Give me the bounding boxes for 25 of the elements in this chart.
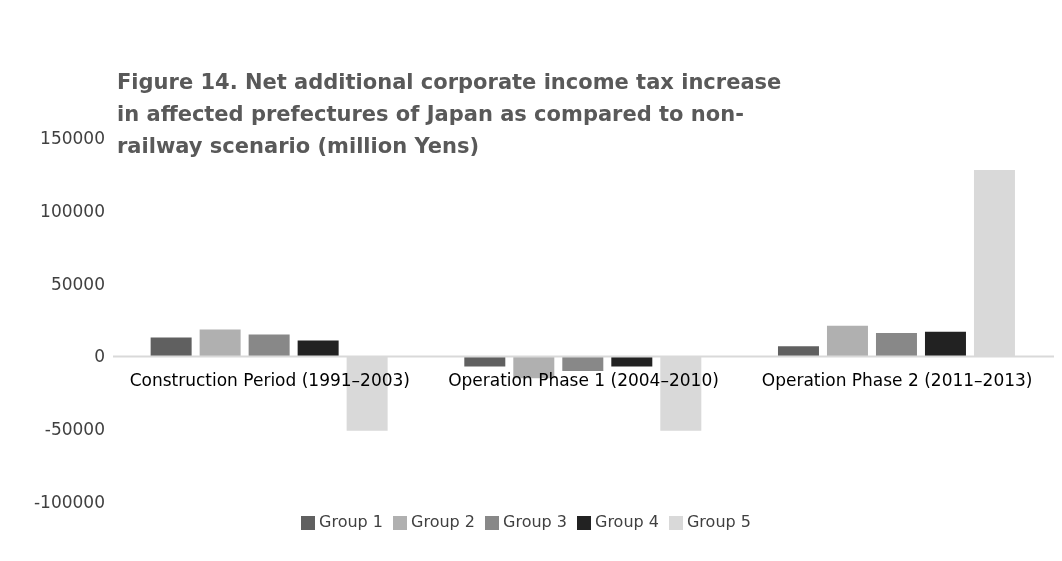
bar [464,356,506,367]
y-tick-label: -100000 [33,492,105,513]
y-tick-label: 150000 [40,128,105,149]
x-tick-label: Operation Phase 2 (2011–2013) [761,370,1033,391]
bar [199,329,241,357]
y-tick-label: 100000 [40,200,105,221]
legend-label: Group 1 [319,512,384,531]
bar [297,340,339,357]
y-tick-label: 0 [94,346,105,367]
x-tick-label: Construction Period (1991–2003) [129,370,411,391]
bar [150,337,192,357]
bar [248,334,290,357]
bar [924,331,966,357]
y-tick-label: 50000 [50,273,105,294]
chart-title: Figure 14. Net additional corporate income tax increase in affected prefectures of Japan as compared to non-railway scenario (million Yens) [117,69,783,160]
y-tick-label: -50000 [44,419,105,440]
legend-label: Group 2 [411,512,475,531]
bar [562,356,604,371]
legend-label: Group 3 [503,512,567,531]
legend-label: Group 4 [594,512,659,531]
bar [611,356,653,367]
x-tick-label: Operation Phase 1 (2004–2010) [448,370,719,391]
bar [826,325,868,357]
legend-label: Group 5 [686,512,751,531]
bar [875,333,917,357]
